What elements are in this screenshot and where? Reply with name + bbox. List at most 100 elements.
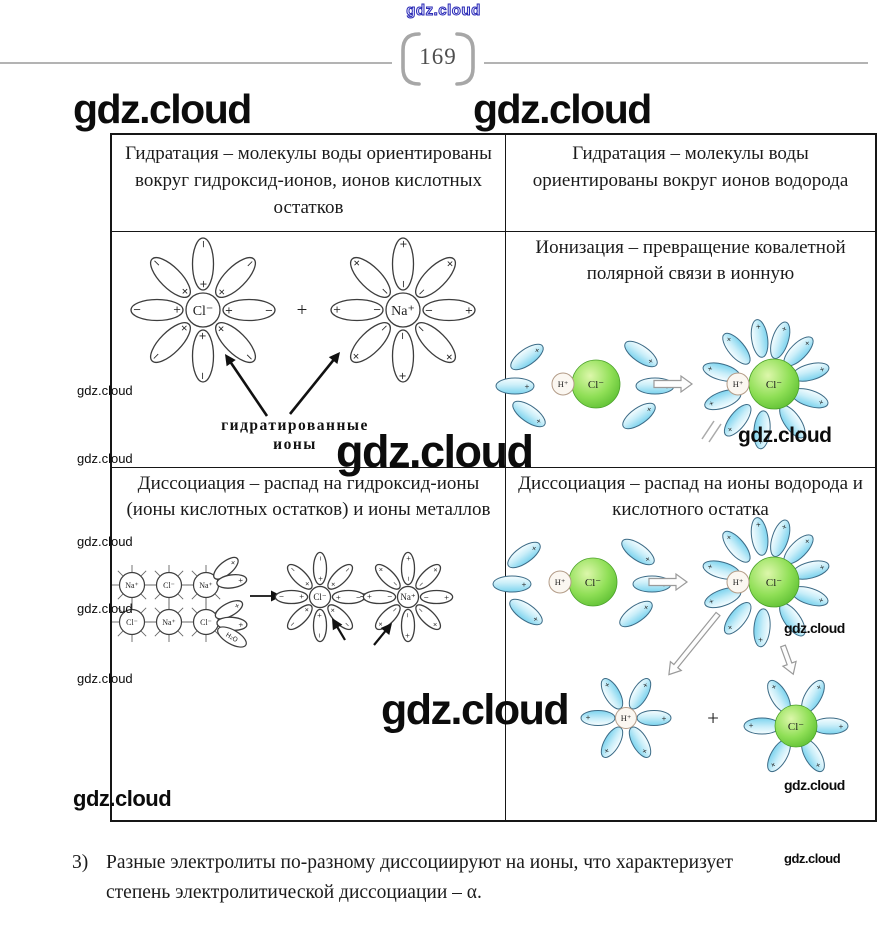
watermark: gdz.cloud [473,86,652,132]
cell-hydration-acids: Гидратация – молекулы воды ориентированы… [506,135,875,232]
watermark: gdz.cloud [77,451,133,466]
svg-text:−: − [316,556,324,561]
svg-text:+: + [817,596,825,605]
hydrated-ions-diagram: +−+−+−+−+−+−+ −+−Cl⁻ +−+−+−+−+−+−+− +−+Na⁺г… [130,237,476,453]
svg-text:−: − [387,593,392,601]
cell-hydration-bases: Гидратация – молекулы воды ориентированы… [112,135,506,232]
svg-text:+: + [794,427,804,436]
svg-text:−: − [342,620,352,630]
svg-text:+: + [404,556,412,561]
svg-text:−: − [390,605,400,615]
svg-text:−: − [288,619,298,629]
svg-text:−: − [196,372,207,380]
svg-text:+: + [817,398,825,407]
svg-text:−: − [373,303,381,314]
svg-text:−: − [424,593,429,601]
svg-text:+: + [316,576,324,581]
ionization-title: Ионизация – превращение ковалетной поляр… [535,237,846,285]
svg-text:+: + [233,601,242,611]
svg-text:Na⁺: Na⁺ [199,581,213,590]
watermark: gdz.cloud [381,686,570,734]
footnote-text: Разные электролиты по-разному диссоцииру… [106,852,734,904]
svg-text:−: − [343,565,353,575]
svg-text:−: − [390,579,400,589]
svg-text:+: + [794,625,804,634]
ionization-diagram: ++++++Cl⁻H⁺+++++++++++Cl⁻H⁺ [495,319,830,450]
watermark: gdz.cloud [73,786,172,811]
svg-text:+: + [228,558,237,568]
svg-text:−: − [288,565,298,575]
svg-text:+: + [818,563,825,572]
hydration-left-text: Гидратация – молекулы воды ориентированы… [125,143,492,218]
svg-text:ионы: ионы [273,436,317,453]
watermark: gdz.cloud [784,777,845,793]
svg-text:+: + [299,593,304,601]
svg-text:+: + [173,303,181,314]
svg-text:Na⁺: Na⁺ [125,581,139,590]
svg-text:−: − [133,303,141,314]
svg-text:+: + [237,576,244,585]
footnote: 3) Разные электролиты по-разному диссоци… [72,848,744,908]
svg-text:+: + [756,439,764,445]
watermark: gdz.cloud [738,424,832,447]
svg-text:+: + [780,325,789,333]
svg-text:+: + [603,681,613,690]
svg-text:−: − [416,579,426,589]
svg-text:−: − [404,576,412,581]
svg-text:+: + [643,554,652,564]
page-number-badge: 169 [392,28,484,90]
svg-text:+: + [803,537,813,547]
svg-text:−: − [265,306,273,317]
svg-text:+: + [725,623,735,632]
svg-text:−: − [399,280,410,288]
svg-text:Cl⁻: Cl⁻ [766,577,782,589]
svg-text:+: + [640,747,650,756]
svg-text:+: + [196,332,207,340]
svg-text:Cl⁻: Cl⁻ [585,577,601,589]
svg-text:+: + [706,562,713,571]
cell-hydrated-ions-diagram: + − + − + − + − + − + − + − + − Cl⁻ + − + − + − + − + − + − + − + − + Na⁺ г… [112,232,506,468]
svg-text:−: − [316,633,324,638]
svg-text:Cl⁻: Cl⁻ [126,618,138,627]
svg-text:+: + [754,521,763,528]
svg-text:+: + [533,346,542,356]
footnote-number: 3) [72,852,89,873]
svg-text:H⁺: H⁺ [733,577,744,587]
svg-text:+: + [706,364,713,373]
svg-text:+: + [430,620,440,630]
svg-text:+: + [333,303,341,314]
svg-text:+: + [297,300,308,321]
svg-text:Na⁺: Na⁺ [391,304,415,319]
bracket-ornament-icon [401,32,475,86]
watermark: gdz.cloud [784,620,845,636]
svg-text:H⁺: H⁺ [733,379,744,389]
svg-text:+: + [803,339,813,349]
header-rule-left [0,62,392,64]
lattice-dissociation-diagram: Na⁺ Cl⁻ Na⁺Cl⁻ Na⁺ Cl⁻++++H₂O+−+−+−+−+−+−+ −+… [112,551,454,648]
svg-text:−: − [396,332,407,340]
svg-text:+: + [818,365,825,374]
svg-text:+: + [530,544,539,554]
electrolyte-table: Гидратация – молекулы воды ориентированы… [110,133,877,822]
svg-text:−: − [356,593,361,601]
svg-text:H⁺: H⁺ [558,379,569,389]
svg-text:+: + [199,280,210,288]
dissociation-right-title: Диссоциация – распад на ионы водорода и … [518,473,863,521]
svg-text:Cl⁻: Cl⁻ [313,592,327,602]
svg-text:Cl⁻: Cl⁻ [788,721,804,733]
svg-text:+: + [431,565,441,575]
svg-text:H⁺: H⁺ [555,577,566,587]
watermark: gdz.cloud [784,851,841,866]
svg-text:+: + [328,605,338,615]
header-rule-right [482,62,868,64]
svg-text:Na⁺: Na⁺ [400,592,415,602]
watermark: gdz.cloud [77,601,133,616]
site-watermark-top: gdz.cloud [406,2,481,20]
svg-text:Cl⁻: Cl⁻ [163,581,175,590]
svg-text:+: + [602,746,612,755]
svg-text:+: + [642,603,651,613]
svg-text:+: + [302,605,312,615]
svg-text:+: + [724,533,734,542]
hcl-dissociation-diagram: + + + + + + Cl⁻ H⁺ + + + + + + + + + + + Cl⁻ H⁺ + + + + + + H⁺ + + + + +… [492,517,849,773]
svg-text:+: + [376,565,386,575]
